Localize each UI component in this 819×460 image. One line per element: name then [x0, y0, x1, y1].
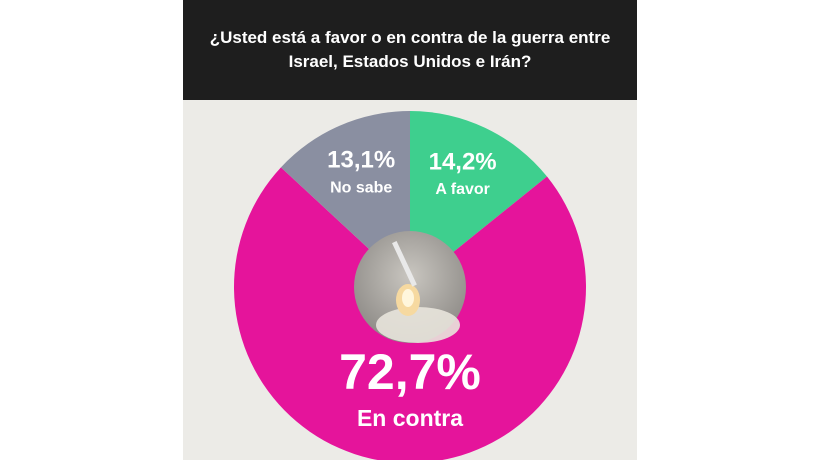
category-label: No sabe [330, 179, 392, 196]
panel: 14,2% A favor 72,7% En contra 13,1% No sabe ¿… [183, 0, 637, 460]
value-label: 13,1% [327, 147, 395, 174]
center-photo [354, 231, 466, 343]
chart: 14,2% A favor 72,7% En contra 13,1% No sabe [234, 111, 586, 460]
chart-title: ¿Usted está a favor o en contra de la gu… [209, 28, 611, 71]
category-label: A favor [435, 181, 490, 198]
category-label: En contra [357, 405, 463, 431]
value-label: 14,2% [429, 148, 497, 175]
value-label: 72,7% [339, 344, 481, 400]
header: ¿Usted está a favor o en contra de la gu… [183, 0, 637, 100]
